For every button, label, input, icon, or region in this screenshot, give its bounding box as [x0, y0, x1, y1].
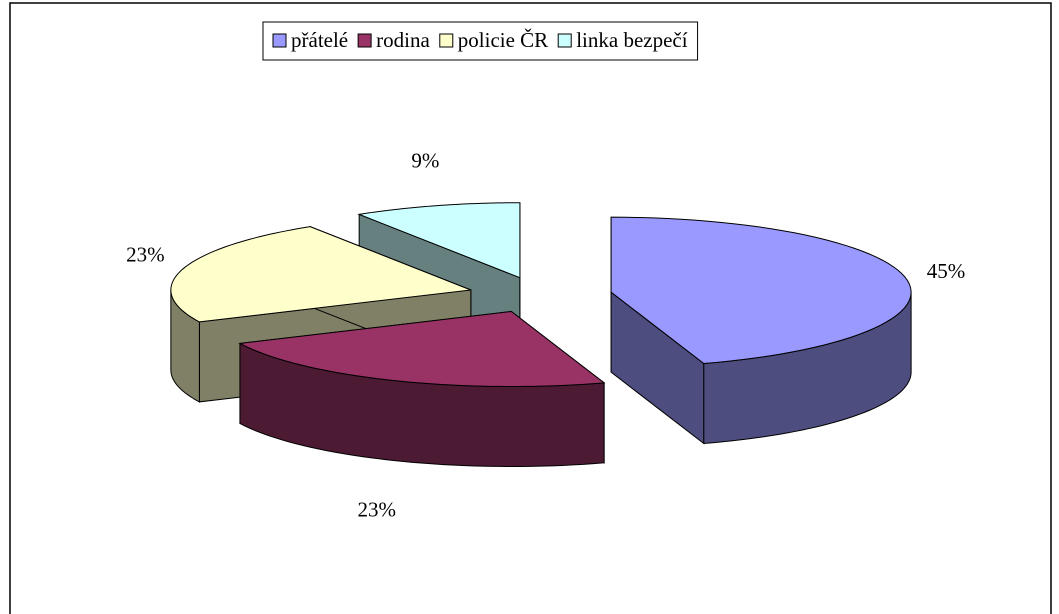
slice-top [170, 226, 472, 323]
slice [238, 310, 606, 468]
slice [610, 216, 912, 445]
legend-swatch [357, 33, 372, 48]
data-label: 23% [358, 497, 397, 521]
legend-label: policie ČR [458, 28, 548, 52]
legend-label: přátelé [291, 28, 348, 52]
slice-top [610, 216, 912, 365]
legend-label: linka bezpečí [576, 28, 688, 52]
slice-top [238, 310, 606, 388]
legend-swatch [272, 33, 287, 48]
legend-box [262, 21, 699, 61]
legend-swatch [557, 33, 572, 48]
legend-label: rodina [376, 28, 430, 52]
legend-swatch [439, 33, 454, 48]
slice-top [357, 202, 521, 279]
data-label: 23% [126, 242, 165, 266]
legend: přátelé rodina policie ČR linka bezpečí [262, 21, 699, 61]
data-label: 45% [927, 259, 966, 283]
data-label: 9% [411, 148, 439, 172]
